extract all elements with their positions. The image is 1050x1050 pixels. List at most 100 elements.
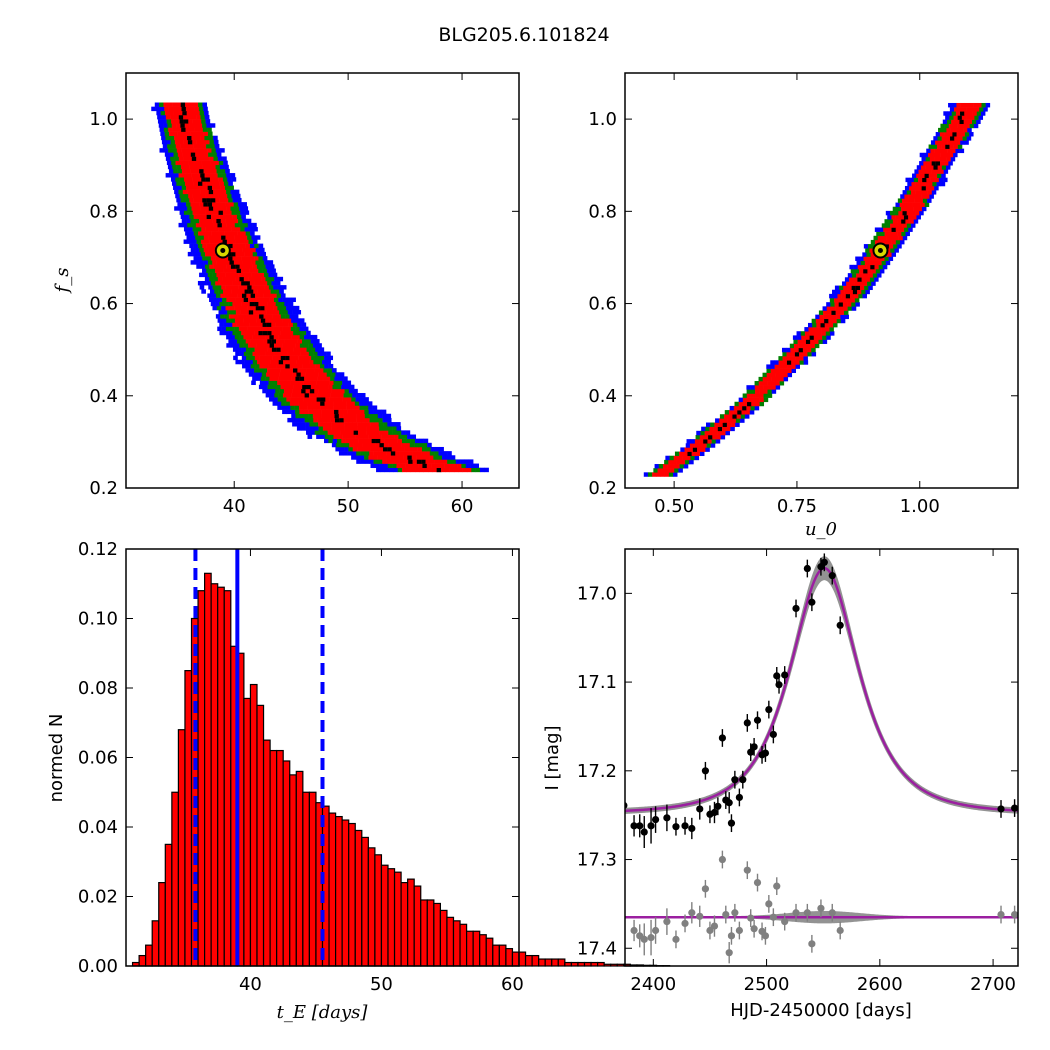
density-cell: [954, 107, 959, 112]
density-cell: [312, 334, 318, 340]
density-cell-peak: [241, 280, 246, 286]
density-cell: [183, 193, 189, 199]
density-cell: [243, 343, 249, 348]
density-cell-peak: [178, 114, 184, 120]
density-cell: [904, 194, 909, 199]
density-cell: [879, 239, 884, 245]
density-cell: [867, 256, 873, 261]
density-cell: [239, 206, 244, 211]
density-cell: [726, 426, 731, 432]
x-axis-label: u_0: [805, 519, 837, 540]
histogram-bar: [308, 791, 317, 967]
density-cell: [391, 422, 397, 427]
density-cell: [952, 102, 957, 108]
density-cell: [210, 123, 216, 128]
density-cell: [216, 305, 222, 311]
histogram-bar: [138, 954, 147, 967]
density-cell: [226, 189, 231, 195]
density-cell: [783, 372, 788, 378]
histogram-bar: [289, 774, 297, 967]
density-cell: [932, 173, 938, 178]
density-cell: [239, 251, 245, 257]
density-cell: [377, 455, 382, 460]
density-cell: [387, 422, 392, 427]
density-cell-peak: [931, 161, 937, 166]
density-cell: [281, 363, 286, 369]
density-cell: [188, 177, 193, 182]
density-cell: [226, 239, 232, 244]
density-cell: [928, 181, 933, 187]
density-cell: [329, 434, 334, 439]
y-axis-label: I [mag]: [542, 725, 563, 790]
density-cell: [359, 401, 364, 406]
histogram-bar: [439, 909, 448, 967]
density-cell: [167, 102, 173, 107]
density-cell: [786, 347, 791, 353]
density-cell: [256, 326, 261, 332]
density-cell: [835, 306, 840, 311]
density-cell: [235, 239, 241, 244]
density-cell: [927, 190, 933, 195]
density-cell: [202, 231, 208, 236]
density-cell: [271, 368, 277, 373]
histogram-bar: [341, 819, 350, 967]
density-cell: [215, 214, 220, 220]
density-cell: [300, 417, 305, 423]
density-cell: [312, 397, 317, 402]
density-cell: [951, 111, 957, 116]
density-cell: [293, 347, 299, 352]
density-cell: [791, 360, 796, 365]
density-cell: [964, 111, 969, 116]
density-cell: [193, 197, 199, 203]
density-cell: [194, 131, 200, 137]
density-cell: [351, 413, 357, 419]
density-cell: [926, 177, 931, 183]
density-cell: [870, 252, 876, 257]
density-cell: [328, 363, 334, 369]
density-cell: [331, 388, 337, 394]
density-cell: [872, 273, 878, 278]
density-cell: [825, 331, 831, 336]
density-cell: [334, 376, 340, 381]
density-cell: [214, 210, 219, 215]
density-cell: [326, 393, 331, 398]
density-cell-peak: [960, 111, 965, 116]
density-cell: [207, 218, 213, 224]
density-cell: [287, 417, 292, 423]
density-cell: [203, 168, 209, 174]
density-cell-peak: [206, 197, 212, 203]
density-cell: [775, 376, 780, 382]
density-cell: [920, 173, 925, 178]
y-tick-label: 0.10: [78, 609, 118, 630]
histogram-bar: [184, 670, 193, 967]
density-cell: [289, 314, 295, 319]
density-cell: [241, 355, 247, 361]
axes-frame: [125, 72, 520, 489]
density-cell: [202, 123, 207, 128]
density-cell-peak: [436, 467, 442, 473]
density-cell: [243, 351, 249, 356]
density-cell: [391, 446, 397, 452]
density-cell: [199, 110, 205, 116]
density-cell-peak: [269, 343, 275, 348]
density-cell: [302, 401, 308, 406]
density-cell: [947, 111, 952, 116]
density-cell: [894, 210, 899, 216]
density-cell: [783, 376, 789, 382]
density-cell: [210, 268, 216, 273]
density-cell: [238, 326, 244, 332]
density-cell: [196, 114, 201, 120]
density-cell: [304, 413, 309, 419]
density-cell: [378, 422, 384, 427]
density-cell: [170, 177, 176, 182]
density-cell: [355, 409, 361, 415]
density-cell: [252, 276, 258, 282]
density-cell: [347, 413, 353, 419]
density-cell: [363, 405, 369, 410]
density-cell: [281, 380, 287, 386]
density-cell: [197, 160, 202, 166]
density-cell-peak: [248, 310, 254, 315]
density-cell: [369, 413, 374, 419]
histogram-bar: [426, 899, 435, 967]
density-cell: [306, 339, 311, 344]
